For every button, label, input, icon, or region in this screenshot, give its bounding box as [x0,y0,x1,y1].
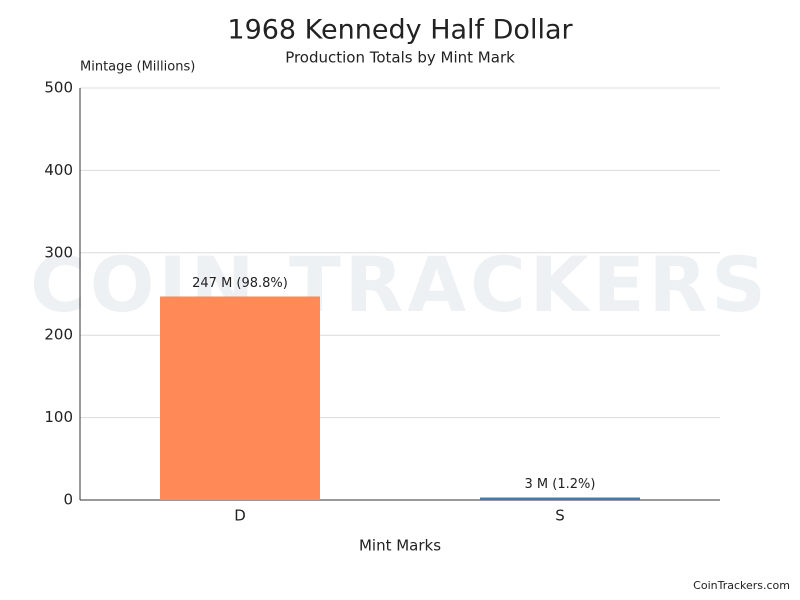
value-label: 247 M (98.8%) [192,276,288,291]
y-tick-label: 100 [44,408,73,426]
y-tick-label: 500 [44,79,73,97]
x-tick-label: S [555,507,565,525]
y-tick-label: 300 [44,243,73,261]
x-tick-label: D [234,507,246,525]
watermark: COIN TRACKERS [30,240,770,329]
credit: CoinTrackers.com [693,579,790,592]
y-axis-label: Mintage (Millions) [80,60,195,75]
y-tick-label: 0 [63,491,73,509]
chart-subtitle: Production Totals by Mint Mark [285,49,515,67]
y-tick-label: 200 [44,326,73,344]
bar [480,497,640,500]
bar [160,296,320,500]
y-tick-label: 400 [44,161,73,179]
chart-title: 1968 Kennedy Half Dollar [227,15,573,46]
x-axis-label: Mint Marks [359,537,441,555]
value-label: 3 M (1.2%) [525,477,596,492]
